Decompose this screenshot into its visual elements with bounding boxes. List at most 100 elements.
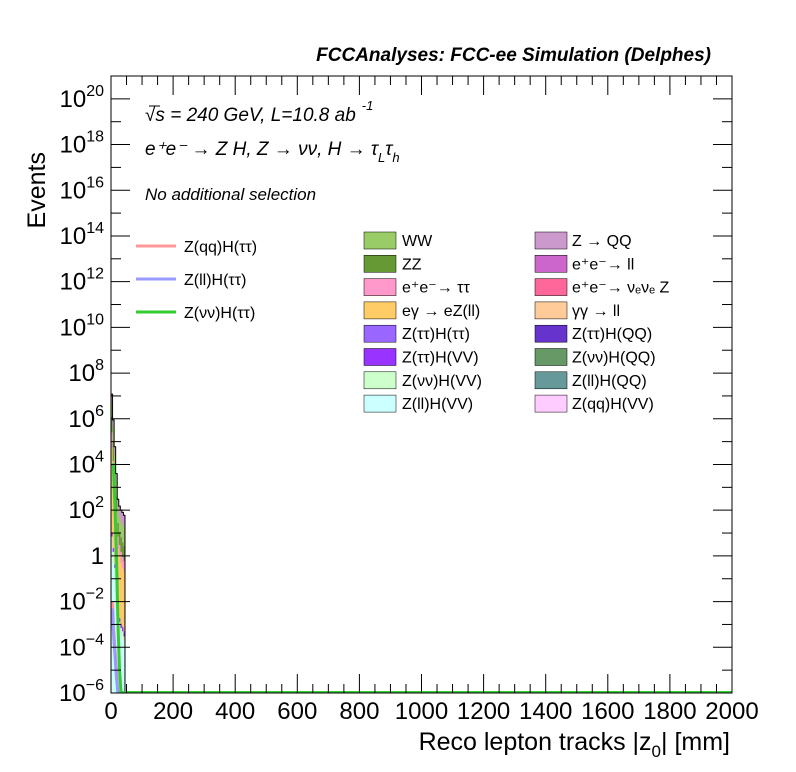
legend-fill-label: Z(ττ)H(ττ) [402,326,470,343]
y-tick-exponent: 2 [95,494,104,511]
y-tick-label: 106 [68,403,104,433]
y-tick-exponent: −2 [86,586,104,603]
y-tick-exponent: 8 [95,357,104,374]
stack-bar [120,636,122,693]
y-tick-base: 10 [59,680,86,707]
legend-fill-swatch [534,231,568,250]
selection-annotation: No additional selection [145,185,316,204]
legend-fill-swatch [534,371,568,390]
y-tick-base: 10 [68,451,95,478]
legend-fill-swatch [363,255,397,273]
legend-line-label: Z(ll)H(ττ) [184,272,246,289]
y-tick-base: 10 [60,269,87,296]
y-tick-base: 10 [60,132,87,159]
x-axis-label-main: Reco lepton tracks |z [419,728,652,756]
y-tick-label: 10−4 [59,631,104,661]
process-annotation: e⁺e⁻ → Z H, Z → νν, H → τLτh [145,139,400,165]
lumi-exponent: -1 [362,98,374,113]
energy-lumi-text: √s = 240 GeV, L=10.8 ab [145,105,356,126]
y-tick-exponent: 10 [86,311,104,328]
y-tick-label: 10−6 [59,677,104,707]
y-tick-label: 1016 [60,174,105,204]
y-tick-base: 10 [59,589,86,616]
x-tick-label: 400 [215,698,255,725]
y-axis-label: Events [23,152,51,228]
legend-fill-label: ZZ [402,256,422,273]
x-tick-label: 0 [104,698,117,725]
legend-line-label: Z(νν)H(ττ) [184,305,255,322]
y-tick-label: 1012 [60,266,105,296]
x-tick-label: 1200 [457,698,510,725]
legend-fill-swatch [534,324,568,343]
y-tick-label: 1020 [60,83,105,113]
y-tick-exponent: 18 [86,129,104,146]
x-tick-label: 200 [153,698,193,725]
y-tick-base: 10 [68,497,95,524]
x-tick-label: 600 [277,698,317,725]
y-tick-label: 1 [91,543,104,570]
x-tick-label: 1000 [395,698,448,725]
legend-fill-label: Z → QQ [572,233,632,250]
legend-fill-swatch [363,394,397,413]
y-tick-exponent: −4 [86,631,104,648]
stack-bar [123,647,125,693]
y-tick-base: 10 [60,177,87,204]
x-tick-labels: 0 200 400 600 800 1000 1200 1400 1600 1800 2000 [104,698,758,725]
legend-fill-swatch [534,348,568,366]
legend-line-label: Z(qq)H(ττ) [184,239,257,256]
chart-title: FCCAnalyses: FCC-ee Simulation (Delphes) [316,45,711,66]
legend-fill-label: eγ → eZ(ll) [402,303,480,320]
legend-fill-label: e⁺e⁻→ ll [572,256,634,273]
y-tick-labels: 102010181016101410121010108106104102110−… [59,83,104,707]
legend-fill-label: Z(qq)H(VV) [572,396,654,413]
y-tick-label: 1018 [60,129,105,159]
y-tick-base: 10 [68,406,95,433]
y-tick-label: 1010 [60,311,105,341]
legend-fill-swatch [363,231,397,250]
y-tick-exponent: 16 [86,174,104,191]
signal-line [111,608,120,694]
legend-fill-label: Z(νν)H(VV) [402,373,482,390]
x-tick-label: 2000 [705,698,758,725]
signal-lines [111,462,732,694]
y-tick-exponent: 14 [86,220,104,237]
legend-fill-label: Z(ll)H(VV) [402,396,473,413]
y-tick-base: 10 [60,86,87,113]
process-sub-h: h [392,150,399,165]
y-tick-base: 10 [68,360,95,387]
y-tick-exponent: 20 [86,83,104,100]
x-tick-label: 1400 [519,698,572,725]
y-tick-base: 10 [60,223,87,250]
legend-fill-label: Z(ττ)H(QQ) [572,326,652,343]
axis-ticks [110,75,733,694]
legend-fill-swatch [363,301,397,320]
y-tick-label: 1014 [60,220,105,250]
y-tick-label: 104 [68,448,104,478]
x-tick-label: 1600 [581,698,634,725]
energy-lumi-annotation: √s = 240 GeV, L=10.8 ab -1 [145,98,373,126]
y-tick-base: 10 [60,314,87,341]
legend-fill-swatch [363,371,397,390]
y-tick-exponent: 4 [95,448,104,465]
process-sub-l: L [378,150,385,165]
y-tick-exponent: 6 [95,403,104,420]
legend-fill-label: Z(ττ)H(VV) [402,350,479,367]
legend: Z(qq)H(ττ) Z(ll)H(ττ) Z(νν)H(ττ) WW ZZ e⁺e⁻→ … [136,231,669,413]
y-tick-label: 10−2 [59,586,104,616]
legend-fill-swatch [534,255,568,273]
process-tau: τ [385,139,394,160]
process-text: e⁺e⁻ → Z H, Z → νν, H → τ [145,139,380,160]
x-tick-label: 1800 [643,698,696,725]
stack-total-outline [110,393,126,693]
legend-fill-swatch [363,278,397,296]
legend-fill-label: e⁺e⁻→ ττ [402,280,470,297]
legend-fill-label: Z(νν)H(QQ) [572,350,656,367]
y-tick-base: 10 [59,634,86,661]
x-axis-label-sub: 0 [652,742,661,761]
legend-fill-swatch [363,324,397,343]
legend-fill-swatch [534,301,568,320]
legend-fill-swatch [534,278,568,296]
y-tick-label: 108 [68,357,104,387]
y-tick-base: 1 [91,543,104,570]
